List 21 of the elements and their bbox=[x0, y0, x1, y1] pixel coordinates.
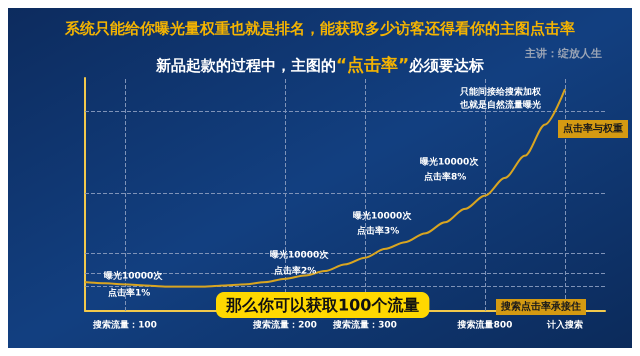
annotation: 点击率1% bbox=[108, 288, 150, 298]
chart-subtitle: 新品起款的过程中，主图的“点击率”必须要达标 bbox=[154, 56, 484, 76]
annotation: 也就是自然流量曝光 bbox=[459, 100, 541, 110]
annotation: 只能间接给搜索加权 bbox=[459, 86, 542, 98]
annotation: 曝光10000次 bbox=[420, 156, 480, 168]
chart-title: 系统只能给你曝光量权重也就是排名，能获取多少访客还得看你的主图点击率 bbox=[64, 20, 575, 38]
x-axis-title: 搜索点击率承接住 bbox=[500, 300, 581, 312]
annotation: 曝光10000次 bbox=[104, 270, 164, 282]
annotation: 曝光10000次 bbox=[270, 250, 330, 260]
annotation: 曝光10000次 bbox=[353, 210, 412, 222]
x-tick-label: 搜索流量：100 bbox=[92, 320, 157, 330]
annotation: 点击率8% bbox=[424, 172, 466, 182]
y-axis-title: 点击率与权重 bbox=[563, 122, 623, 134]
annotation: 那么你可以获取100个流量 bbox=[225, 296, 420, 314]
annotation: 点击率3% bbox=[357, 226, 400, 236]
x-tick-label: 搜索流量：200 bbox=[252, 320, 317, 330]
x-tick-label: 搜索流量：300 bbox=[332, 320, 397, 330]
annotation: 点击率2% bbox=[274, 266, 316, 276]
x-tick-label: 搜索流量800 bbox=[456, 320, 512, 330]
x-tick-label: 计入搜索 bbox=[546, 320, 583, 330]
text: 主讲：绽放人生 bbox=[524, 47, 602, 60]
